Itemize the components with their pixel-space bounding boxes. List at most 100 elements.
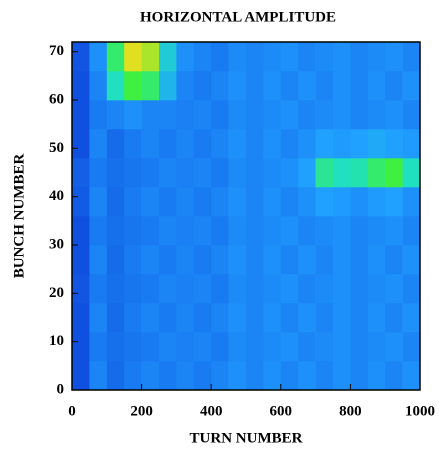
heatmap-cell	[263, 303, 282, 333]
heatmap-cell	[367, 71, 386, 101]
heatmap-cell	[315, 361, 334, 391]
heatmap-cell	[89, 216, 108, 246]
heatmap-cell	[263, 187, 282, 217]
heatmap-cell	[402, 245, 421, 275]
heatmap-cell	[89, 100, 108, 130]
heatmap-cell	[228, 245, 247, 275]
heatmap-cell	[350, 129, 369, 159]
heatmap-cell	[367, 42, 386, 72]
heatmap-cell	[89, 187, 108, 217]
heatmap-cell	[298, 158, 316, 188]
x-axis-label: TURN NUMBER	[190, 430, 303, 446]
heatmap-cell	[263, 100, 282, 130]
heatmap-cell	[72, 158, 90, 188]
heatmap-cell	[385, 361, 403, 391]
heatmap-cell	[228, 100, 247, 130]
heatmap-cell	[385, 100, 403, 130]
heatmap-cell	[228, 42, 247, 72]
heatmap-cell	[193, 274, 212, 304]
heatmap-cell	[280, 361, 299, 391]
heatmap-cell	[367, 274, 386, 304]
heatmap-cell	[246, 361, 264, 391]
heatmap-cell	[333, 332, 351, 362]
heatmap-cell	[211, 129, 229, 159]
heatmap-cell	[176, 332, 195, 362]
heatmap-cell	[333, 129, 351, 159]
heatmap-cell	[367, 129, 386, 159]
heatmap-cell	[141, 245, 160, 275]
heatmap-cell	[159, 158, 177, 188]
heatmap-cell	[228, 332, 247, 362]
heatmap-cell	[141, 158, 160, 188]
heatmap-cell	[350, 100, 369, 130]
heatmap-cell	[193, 303, 212, 333]
y-tick-label: 10	[49, 333, 64, 349]
heatmap-cell	[246, 71, 264, 101]
heatmap-cell	[385, 129, 403, 159]
heatmap-cell	[367, 361, 386, 391]
heatmap-cell	[141, 42, 160, 72]
heatmap-cell	[193, 129, 212, 159]
heatmap-cell	[280, 71, 299, 101]
heatmap-cell	[402, 187, 421, 217]
heatmap-cell	[333, 187, 351, 217]
heatmap-cell	[350, 71, 369, 101]
heatmap-cell	[211, 71, 229, 101]
heatmap-cell	[315, 187, 334, 217]
heatmap-cell	[159, 245, 177, 275]
heatmap-cell	[211, 216, 229, 246]
heatmap-cell	[402, 158, 421, 188]
heatmap-cell	[350, 245, 369, 275]
y-axis-label: BUNCH NUMBER	[11, 154, 27, 279]
heatmap-cell	[106, 245, 125, 275]
heatmap-cell	[315, 42, 334, 72]
heatmap-cell	[350, 42, 369, 72]
heatmap-cell	[176, 100, 195, 130]
heatmap-cell	[246, 245, 264, 275]
heatmap-cell	[159, 216, 177, 246]
heatmap-cell	[298, 274, 316, 304]
heatmap-cell	[263, 71, 282, 101]
heatmap-cell	[315, 245, 334, 275]
heatmap-cell	[280, 216, 299, 246]
heatmap-cell	[315, 332, 334, 362]
heatmap-cell	[315, 71, 334, 101]
heatmap-cell	[263, 274, 282, 304]
heatmap-cell	[228, 187, 247, 217]
heatmap-cell	[159, 187, 177, 217]
heatmap-cell	[89, 332, 108, 362]
heatmap-cell	[106, 129, 125, 159]
heatmap-cell	[106, 361, 125, 391]
heatmap-cell	[228, 129, 247, 159]
heatmap-cell	[106, 303, 125, 333]
heatmap-cell	[72, 303, 90, 333]
heatmap-cell	[124, 187, 142, 217]
heatmap-cell	[141, 216, 160, 246]
heatmap-cell	[246, 216, 264, 246]
heatmap-cell	[106, 187, 125, 217]
heatmap-cell	[72, 71, 90, 101]
heatmap-cell	[228, 274, 247, 304]
heatmap-cell	[193, 216, 212, 246]
heatmap-cell	[141, 100, 160, 130]
heatmap-cell	[385, 303, 403, 333]
heatmap-cell	[106, 274, 125, 304]
heatmap-cell	[159, 100, 177, 130]
heatmap-cell	[333, 303, 351, 333]
heatmap-cell	[333, 361, 351, 391]
heatmap-cell	[72, 129, 90, 159]
heatmap-cell	[385, 42, 403, 72]
heatmap-cell	[89, 245, 108, 275]
heatmap-cell	[263, 245, 282, 275]
heatmap-cell	[211, 332, 229, 362]
heatmap-cell	[315, 274, 334, 304]
heatmap-cell	[124, 42, 142, 72]
heatmap-cell	[280, 187, 299, 217]
heatmap-cell	[298, 303, 316, 333]
heatmap-cell	[333, 245, 351, 275]
heatmap-cell	[333, 274, 351, 304]
heatmap-cell	[106, 332, 125, 362]
heatmap-cell	[72, 245, 90, 275]
heatmap-cell	[124, 245, 142, 275]
